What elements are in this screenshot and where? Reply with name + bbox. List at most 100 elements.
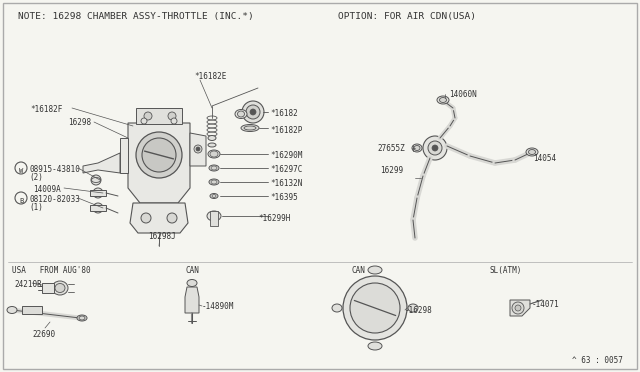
Circle shape: [168, 112, 176, 120]
Circle shape: [196, 147, 200, 151]
Circle shape: [194, 145, 202, 153]
Circle shape: [242, 101, 264, 123]
Ellipse shape: [52, 281, 68, 295]
Text: -14890M: -14890M: [202, 302, 234, 311]
Ellipse shape: [368, 266, 382, 274]
Text: *16182P: *16182P: [270, 126, 302, 135]
Ellipse shape: [79, 316, 85, 320]
Ellipse shape: [209, 165, 219, 171]
Ellipse shape: [208, 143, 216, 147]
Text: SL(ATM): SL(ATM): [490, 266, 522, 275]
Text: -14071: -14071: [532, 300, 560, 309]
Circle shape: [142, 138, 176, 172]
Circle shape: [432, 145, 438, 151]
Text: *16297C: *16297C: [270, 165, 302, 174]
Text: 22690: 22690: [32, 330, 55, 339]
Text: 08120-82033: 08120-82033: [29, 195, 80, 204]
Circle shape: [428, 141, 442, 155]
Text: 16299: 16299: [380, 166, 403, 175]
Bar: [22, 306, 42, 314]
Circle shape: [93, 188, 103, 198]
Circle shape: [15, 192, 27, 204]
Ellipse shape: [7, 307, 17, 314]
Polygon shape: [83, 153, 120, 173]
Ellipse shape: [241, 125, 259, 131]
Bar: [90, 205, 106, 211]
Ellipse shape: [187, 279, 197, 286]
Text: B: B: [19, 198, 23, 204]
Text: 27655Z: 27655Z: [377, 144, 404, 153]
Text: *16299H: *16299H: [258, 214, 291, 223]
Polygon shape: [185, 287, 199, 313]
Circle shape: [96, 191, 100, 195]
Ellipse shape: [207, 211, 221, 221]
Text: *16290M: *16290M: [270, 151, 302, 160]
Ellipse shape: [209, 179, 219, 185]
Text: *16182E: *16182E: [194, 72, 227, 81]
Ellipse shape: [368, 342, 382, 350]
Text: (1): (1): [29, 203, 43, 212]
Polygon shape: [120, 138, 128, 173]
Circle shape: [96, 206, 100, 210]
Circle shape: [512, 302, 524, 314]
Circle shape: [136, 132, 182, 178]
Ellipse shape: [211, 180, 217, 184]
Text: W: W: [19, 168, 23, 174]
Ellipse shape: [414, 145, 420, 151]
Circle shape: [15, 162, 27, 174]
Circle shape: [343, 276, 407, 340]
Polygon shape: [510, 300, 530, 316]
Text: CAN: CAN: [185, 266, 199, 275]
Circle shape: [350, 283, 400, 333]
Ellipse shape: [211, 166, 217, 170]
Text: -16298: -16298: [405, 306, 433, 315]
Ellipse shape: [212, 195, 216, 198]
Ellipse shape: [440, 97, 447, 103]
Ellipse shape: [208, 135, 216, 141]
Circle shape: [93, 203, 103, 213]
Circle shape: [246, 105, 260, 119]
Circle shape: [141, 213, 151, 223]
Polygon shape: [128, 123, 190, 203]
Ellipse shape: [244, 126, 256, 130]
Polygon shape: [190, 133, 206, 166]
Ellipse shape: [237, 111, 244, 117]
Ellipse shape: [208, 150, 220, 158]
Text: 08915-43810: 08915-43810: [29, 165, 80, 174]
Bar: [136, 108, 182, 124]
Text: NOTE: 16298 CHAMBER ASSY-THROTTLE (INC.*): NOTE: 16298 CHAMBER ASSY-THROTTLE (INC.*…: [18, 12, 253, 21]
Text: 14060N: 14060N: [449, 90, 477, 99]
Ellipse shape: [526, 148, 538, 156]
Text: 16298J: 16298J: [148, 232, 176, 241]
Circle shape: [250, 109, 256, 115]
Ellipse shape: [77, 315, 87, 321]
Polygon shape: [130, 203, 188, 233]
Text: 24210R: 24210R: [14, 280, 42, 289]
Text: CAN: CAN: [352, 266, 366, 275]
Bar: [42, 283, 54, 293]
Ellipse shape: [529, 150, 536, 154]
Text: 14054: 14054: [533, 154, 556, 163]
Text: *16182F: *16182F: [30, 105, 62, 114]
Circle shape: [423, 136, 447, 160]
Ellipse shape: [210, 193, 218, 199]
Text: *16182: *16182: [270, 109, 298, 118]
Text: ^ 63 : 0057: ^ 63 : 0057: [572, 356, 623, 365]
Ellipse shape: [437, 96, 449, 104]
Text: (2): (2): [29, 173, 43, 182]
Ellipse shape: [210, 151, 218, 157]
Text: *16132N: *16132N: [270, 179, 302, 188]
Circle shape: [167, 213, 177, 223]
Ellipse shape: [332, 304, 342, 312]
Text: *16395: *16395: [270, 193, 298, 202]
Circle shape: [91, 175, 101, 185]
Text: 16298: 16298: [68, 118, 91, 127]
Polygon shape: [210, 211, 218, 226]
Bar: [90, 190, 106, 196]
Circle shape: [171, 118, 177, 124]
Circle shape: [515, 305, 521, 311]
Text: OPTION: FOR AIR CDN(USA): OPTION: FOR AIR CDN(USA): [338, 12, 476, 21]
Ellipse shape: [412, 144, 422, 152]
Ellipse shape: [55, 283, 65, 292]
Text: USA   FROM AUG'80: USA FROM AUG'80: [12, 266, 91, 275]
